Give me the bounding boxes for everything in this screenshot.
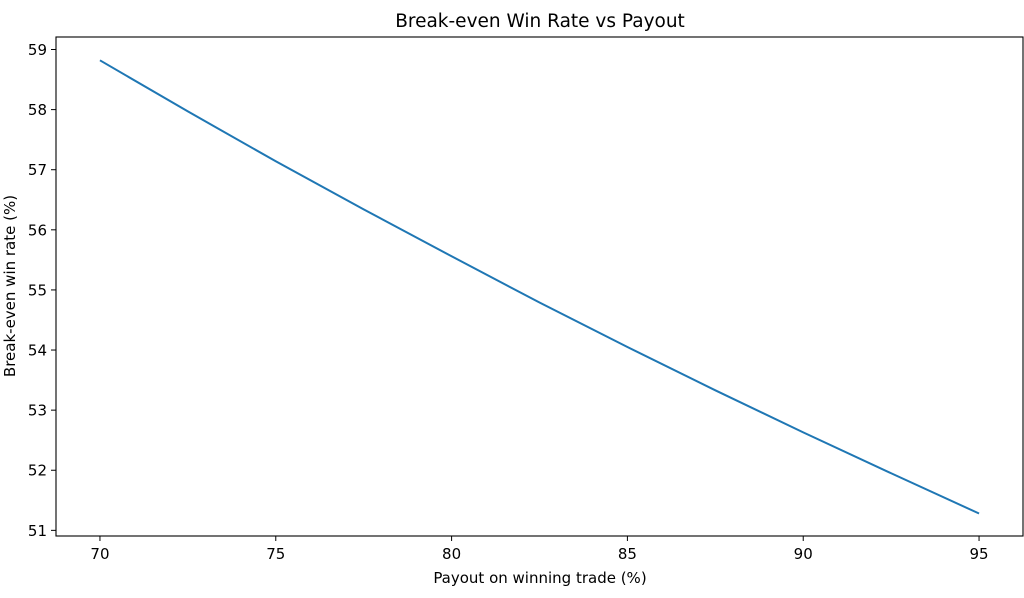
y-tick-label: 57: [28, 161, 47, 179]
chart-title: Break-even Win Rate vs Payout: [395, 11, 685, 32]
y-tick-label: 54: [28, 342, 47, 360]
y-tick-label: 53: [28, 402, 47, 420]
x-tick-label: 75: [266, 545, 285, 563]
y-tick-label: 59: [28, 41, 47, 59]
x-tick-label: 80: [442, 545, 461, 563]
x-tick-label: 70: [90, 545, 109, 563]
x-tick-label: 95: [969, 545, 988, 563]
x-axis-label: Payout on winning trade (%): [433, 569, 646, 587]
plot-frame: [55, 36, 1024, 537]
y-axis: 51 52 53 54 55 56 57 58 59: [28, 41, 56, 540]
y-tick-label: 51: [28, 522, 47, 540]
series-line-0: [99, 59, 980, 515]
y-tick-label: 52: [28, 462, 47, 480]
x-axis: 70 75 80 85 90 95: [90, 536, 989, 563]
y-tick-label: 55: [28, 281, 47, 299]
y-axis-label: Break-even win rate (%): [1, 195, 19, 377]
y-tick-label: 56: [28, 221, 47, 239]
y-tick-label: 58: [28, 101, 47, 119]
x-tick-label: 90: [794, 545, 813, 563]
x-tick-label: 85: [618, 545, 637, 563]
plot-area: [99, 59, 980, 515]
